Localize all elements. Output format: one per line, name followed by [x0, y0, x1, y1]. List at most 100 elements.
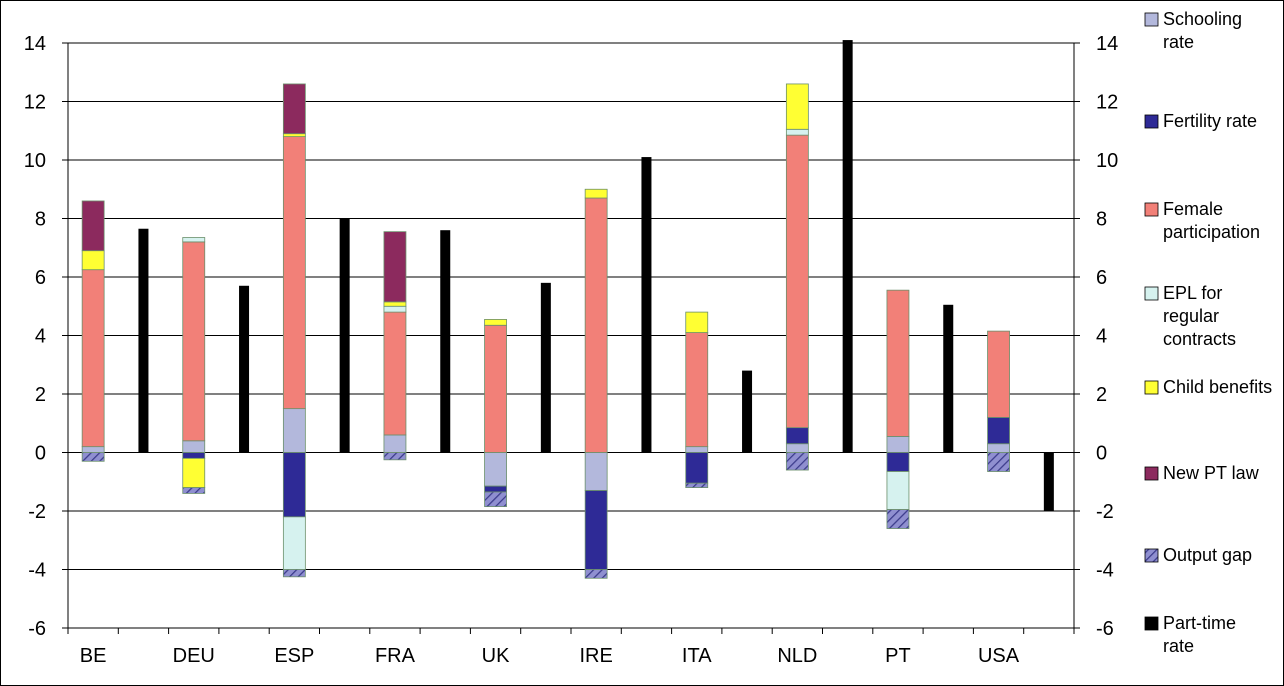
legend-label: Fertility rate — [1163, 111, 1257, 131]
bar-female-participation-esp — [282, 136, 306, 410]
bar-fertility-rate-deu — [182, 452, 206, 459]
y-tick-label-left: 2 — [35, 384, 46, 406]
bar-schooling-rate-ire — [584, 452, 608, 491]
bar-output-gap-pt — [886, 509, 910, 529]
y-tick-label-right: 0 — [1096, 443, 1107, 465]
bar-part-time-rate-ita — [742, 370, 753, 453]
bar-epl-for-regular-contracts-nld — [785, 128, 809, 136]
legend-label: rate — [1163, 32, 1194, 52]
y-tick-label-right: 4 — [1096, 326, 1107, 348]
y-tick-label-left: 12 — [24, 92, 46, 114]
y-tick-label-right: -2 — [1096, 501, 1114, 523]
x-category-label: BE — [80, 645, 107, 667]
y-tick-label-left: 0 — [35, 443, 46, 465]
bar-female-participation-be — [81, 269, 105, 448]
y-tick-label-left: 8 — [35, 209, 46, 231]
x-category-label: PT — [885, 645, 911, 667]
bar-fertility-rate-esp — [282, 452, 306, 518]
legend-label: Child benefits — [1163, 377, 1272, 397]
bar-schooling-rate-be — [81, 446, 105, 453]
bar-schooling-rate-deu — [182, 440, 206, 453]
bar-fertility-rate-usa — [987, 416, 1010, 445]
bar-child-benefits-fra — [383, 301, 407, 307]
bar-schooling-rate-pt — [886, 436, 910, 453]
legend-label: EPL for — [1163, 283, 1222, 303]
bar-output-gap-esp — [282, 569, 306, 578]
y-tick-label-right: 6 — [1096, 267, 1107, 289]
legend-swatch — [1144, 380, 1159, 395]
y-tick-label-left: 4 — [35, 326, 46, 348]
bar-schooling-rate-usa — [987, 443, 1010, 453]
bar-child-benefits-ire — [584, 188, 608, 199]
bar-schooling-rate-nld — [785, 443, 809, 453]
y-tick-label-left: 10 — [24, 150, 46, 172]
bar-child-benefits-be — [81, 250, 105, 271]
legend-label: Schooling — [1163, 9, 1242, 29]
x-category-label: USA — [978, 645, 1020, 667]
x-category-label: DEU — [173, 645, 215, 667]
x-category-label: ESP — [274, 645, 314, 667]
bar-child-benefits-esp — [282, 133, 306, 138]
bar-epl-for-regular-contracts-deu — [182, 237, 206, 243]
legend-swatch — [1144, 114, 1159, 129]
legend-swatch — [1144, 548, 1159, 563]
bar-schooling-rate-esp — [282, 408, 306, 453]
y-tick-label-right: 12 — [1096, 92, 1118, 114]
bar-part-time-rate-ire — [641, 157, 652, 453]
x-category-label: ITA — [682, 645, 712, 667]
bar-output-gap-ita — [685, 482, 709, 488]
bar-child-benefits-nld — [785, 83, 809, 130]
bar-new-pt-law-esp — [282, 83, 306, 135]
bar-output-gap-deu — [182, 487, 206, 494]
y-tick-label-right: 10 — [1096, 150, 1118, 172]
axes: 14 14 12 12 10 10 8 8 6 6 4 4 2 2 0 0 -2 -2 -4 -4 -6 -6 BE DEU E… — [24, 33, 1119, 667]
y-tick-label-right: -4 — [1096, 560, 1114, 582]
legend-swatch — [1144, 202, 1159, 217]
y-tick-label-right: -6 — [1096, 618, 1114, 640]
bar-child-benefits-ita — [685, 311, 709, 333]
bar-female-participation-uk — [484, 324, 507, 453]
y-tick-label-right: 14 — [1096, 33, 1118, 55]
legend-swatch — [1144, 286, 1159, 301]
legend-label: contracts — [1163, 329, 1236, 349]
x-category-label: NLD — [777, 645, 817, 667]
y-tick-label-left: -2 — [28, 501, 46, 523]
bar-fertility-rate-ire — [584, 490, 608, 570]
bar-schooling-rate-ita — [685, 446, 709, 453]
bar-child-benefits-uk — [484, 319, 507, 326]
bar-female-participation-pt — [886, 289, 910, 437]
bar-output-gap-usa — [987, 452, 1010, 472]
bar-fertility-rate-uk — [484, 485, 507, 493]
x-category-label: UK — [482, 645, 510, 667]
bar-female-participation-fra — [383, 311, 407, 436]
y-tick-label-right: 2 — [1096, 384, 1107, 406]
legend-label: rate — [1163, 636, 1194, 656]
legend-swatch — [1144, 616, 1159, 631]
bar-output-gap-ire — [584, 569, 608, 579]
bar-part-time-rate-usa — [1043, 452, 1054, 511]
bars — [81, 40, 1054, 579]
bar-part-time-rate-be — [138, 228, 149, 453]
legend-label: Female — [1163, 199, 1223, 219]
bar-schooling-rate-fra — [383, 434, 407, 453]
y-tick-label-right: 8 — [1096, 209, 1107, 231]
bar-schooling-rate-uk — [484, 452, 507, 487]
y-tick-label-left: -6 — [28, 618, 46, 640]
bar-part-time-rate-deu — [239, 285, 250, 453]
bar-part-time-rate-esp — [339, 218, 350, 453]
x-category-label: FRA — [375, 645, 416, 667]
bar-part-time-rate-uk — [540, 282, 551, 453]
bar-female-participation-deu — [182, 241, 206, 442]
x-category-label: IRE — [579, 645, 612, 667]
legend-label: Output gap — [1163, 545, 1252, 565]
bar-new-pt-law-be — [81, 200, 105, 252]
legend-label: participation — [1163, 222, 1260, 242]
bar-output-gap-be — [81, 452, 105, 462]
bar-female-participation-usa — [987, 330, 1010, 418]
bar-female-participation-ire — [584, 197, 608, 453]
legend-swatch — [1144, 466, 1159, 481]
y-tick-label-left: -4 — [28, 560, 46, 582]
legend-swatch — [1144, 12, 1159, 27]
bar-female-participation-nld — [785, 134, 809, 429]
